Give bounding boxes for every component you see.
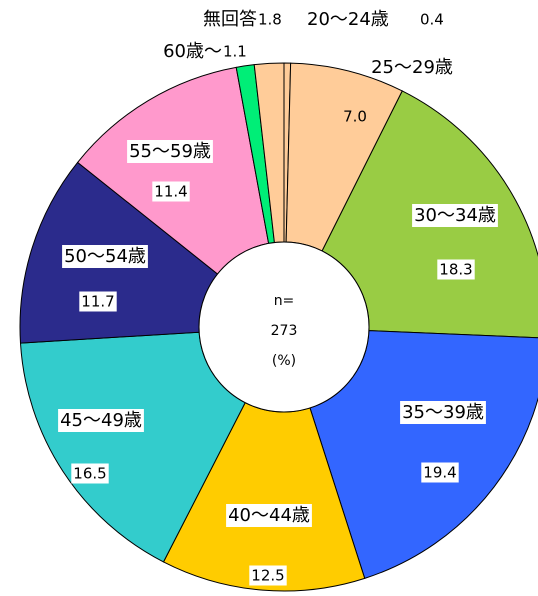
center-text: n= — [274, 293, 295, 309]
value-label: 11.7 — [81, 293, 114, 311]
label-background — [249, 565, 287, 586]
label-background — [400, 401, 486, 424]
category-label: 35〜39歳 — [402, 402, 484, 423]
label-background — [58, 409, 144, 432]
category-label: 45〜49歳 — [60, 410, 142, 431]
label-background — [79, 291, 117, 312]
value-label: 7.0 — [343, 108, 367, 126]
value-label: 12.5 — [251, 567, 284, 585]
category-label: 60歳〜 — [163, 41, 222, 62]
value-label: 1.1 — [223, 43, 247, 61]
category-label: 50〜54歳 — [64, 246, 146, 267]
category-label: 40〜44歳 — [228, 505, 310, 526]
category-label: 無回答 — [203, 9, 257, 30]
label-background — [226, 504, 312, 527]
category-label: 20〜24歳 — [307, 9, 389, 30]
value-label: 19.4 — [423, 464, 456, 482]
label-background — [437, 259, 475, 280]
value-label: 0.4 — [420, 11, 444, 29]
category-label: 55〜59歳 — [129, 141, 211, 162]
label-background — [127, 140, 213, 163]
label-background — [412, 204, 498, 227]
value-label: 11.4 — [154, 183, 187, 201]
center-text: (%) — [272, 353, 296, 369]
label-background — [421, 462, 459, 483]
category-label: 25〜29歳 — [371, 57, 453, 78]
value-label: 1.8 — [258, 11, 282, 29]
value-label: 18.3 — [439, 261, 472, 279]
center-text: 273 — [271, 323, 298, 339]
value-label: 16.5 — [73, 465, 106, 483]
label-background — [62, 245, 148, 268]
label-background — [152, 181, 190, 202]
category-label: 30〜34歳 — [414, 205, 496, 226]
center-hole — [198, 241, 370, 413]
label-background — [71, 463, 109, 484]
